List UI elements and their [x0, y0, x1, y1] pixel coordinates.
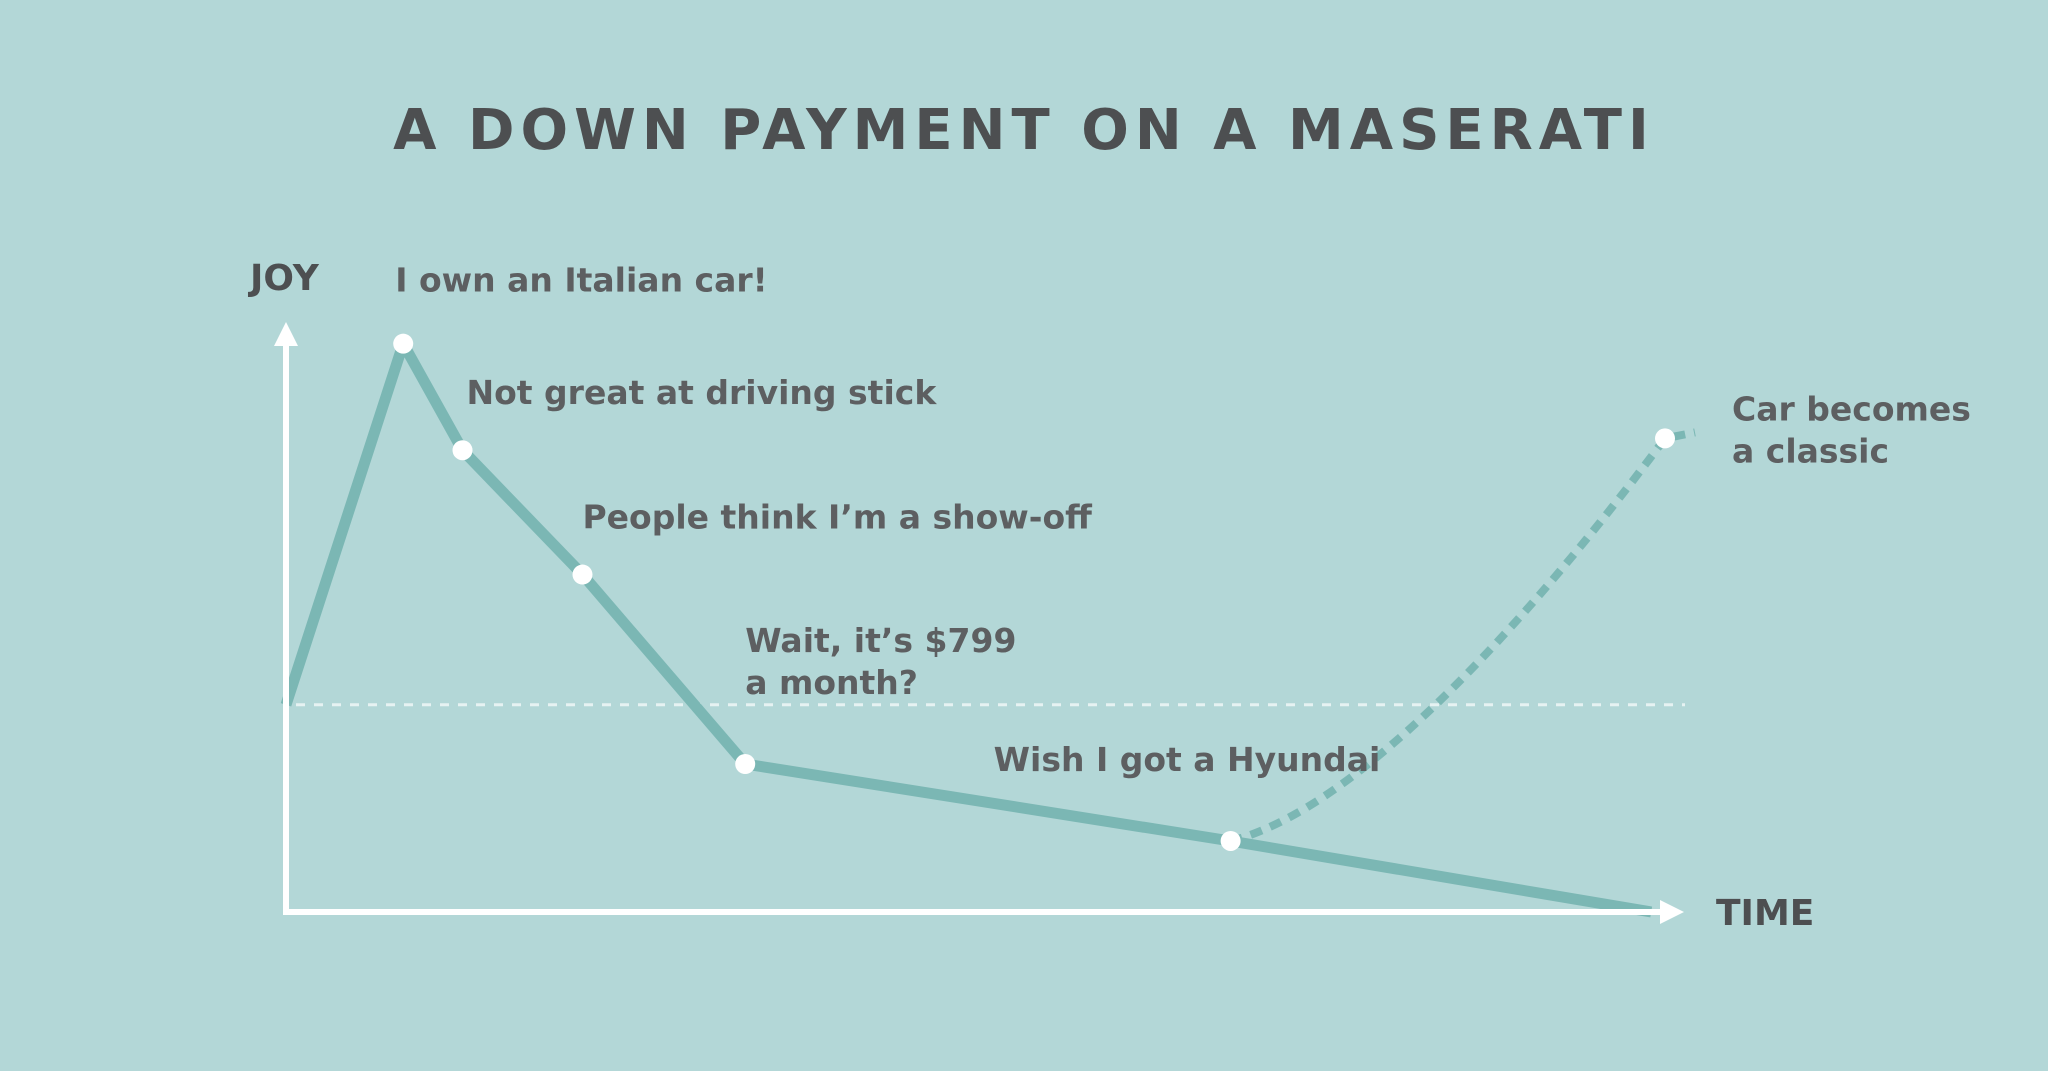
- chart-title: A DOWN PAYMENT ON A MASERATI: [393, 98, 1655, 163]
- annotation-label: People think I’m a show-off: [582, 498, 1093, 537]
- annotation-label: Wait, it’s $799 a month?: [745, 621, 1016, 702]
- y-axis-label: JOY: [247, 258, 320, 299]
- annotation-point: [735, 754, 756, 774]
- annotation-label-line: People think I’m a show-off: [582, 498, 1093, 537]
- annotation-point: [1220, 830, 1241, 851]
- annotation-point: [1655, 428, 1675, 449]
- annotation-label-line: I own an Italian car!: [395, 261, 768, 300]
- annotation-label-line: Not great at driving stick: [467, 373, 938, 412]
- annotation-point: [572, 564, 593, 585]
- annotation-point: [393, 333, 414, 354]
- x-axis-arrow: [1660, 900, 1684, 924]
- annotation-label: I own an Italian car!: [395, 261, 768, 300]
- annotation-label-line: a classic: [1732, 431, 1889, 470]
- annotation-label: Car becomes a classic: [1732, 389, 1971, 470]
- annotation-label: Wish I got a Hyundai: [994, 740, 1381, 779]
- annotation-label: Not great at driving stick: [467, 373, 938, 412]
- x-axis-label: TIME: [1716, 893, 1814, 934]
- joy-line-dotted: [1229, 428, 1696, 845]
- annotation-point: [452, 440, 473, 461]
- annotation-label-line: Wish I got a Hyundai: [994, 740, 1381, 779]
- y-axis-arrow: [274, 322, 298, 346]
- annotation-label-line: Wait, it’s $799: [745, 621, 1016, 660]
- annotation-label-line: a month?: [745, 663, 918, 702]
- annotation-label-line: Car becomes: [1732, 389, 1971, 428]
